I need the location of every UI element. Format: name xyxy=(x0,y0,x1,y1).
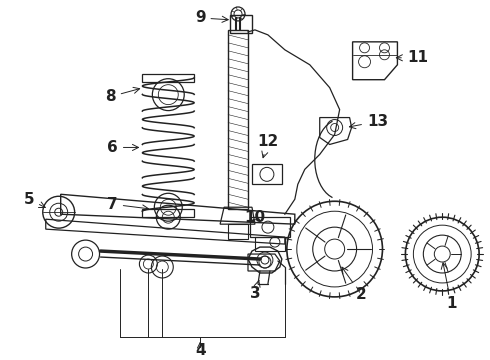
Bar xyxy=(228,30,248,209)
Bar xyxy=(230,15,252,33)
Text: 5: 5 xyxy=(24,192,45,207)
Text: 3: 3 xyxy=(249,280,260,301)
Text: 12: 12 xyxy=(257,134,278,158)
Text: 4: 4 xyxy=(195,343,205,358)
Bar xyxy=(228,224,248,239)
Text: 11: 11 xyxy=(396,50,428,65)
Text: 7: 7 xyxy=(107,197,148,212)
Text: 10: 10 xyxy=(245,210,266,225)
Text: 8: 8 xyxy=(105,87,140,104)
Text: 13: 13 xyxy=(349,114,388,129)
Text: 6: 6 xyxy=(107,140,139,155)
Text: 2: 2 xyxy=(342,267,367,302)
Bar xyxy=(143,209,194,217)
Bar xyxy=(143,74,194,82)
Text: 1: 1 xyxy=(441,263,457,311)
Text: 9: 9 xyxy=(195,10,228,26)
